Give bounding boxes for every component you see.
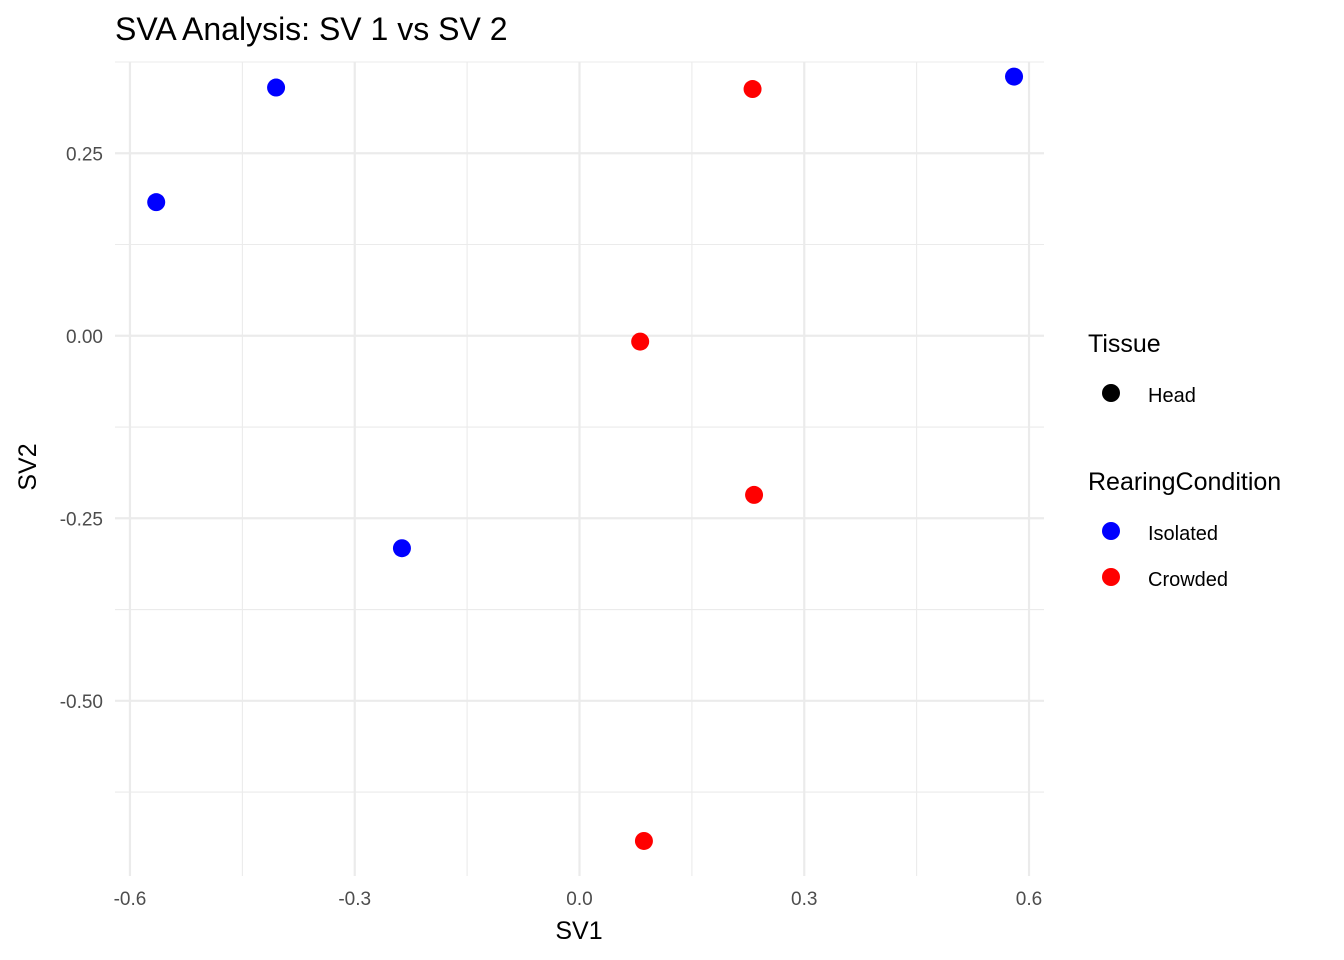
legend-label: Head (1148, 385, 1196, 407)
y-tick-label: 0.00 (66, 327, 103, 348)
x-tick-label: 0.3 (791, 889, 817, 910)
x-tick-label: -0.6 (114, 889, 147, 910)
data-point-crowded (634, 831, 653, 850)
legend-title: RearingCondition (1088, 468, 1281, 496)
x-tick-label: -0.3 (338, 889, 371, 910)
chart-title: SVA Analysis: SV 1 vs SV 2 (115, 11, 507, 47)
data-point-isolated (267, 78, 286, 97)
data-point-isolated (147, 193, 166, 212)
x-tick-label: 0.6 (1016, 889, 1042, 910)
tick-labels: -0.6 -0.3 0.0 0.3 0.6 -0.50 -0.25 0.00 0.25 (60, 144, 1043, 910)
legend-key-icon (1102, 568, 1120, 586)
legend-key-icon (1102, 384, 1120, 402)
data-point-isolated (392, 539, 411, 558)
legend-label: Isolated (1148, 523, 1218, 545)
x-tick-label: 0.0 (566, 889, 592, 910)
legend-key-icon (1102, 522, 1120, 540)
legend-label: Crowded (1148, 569, 1228, 591)
data-point-crowded (745, 485, 764, 504)
data-point-crowded (743, 80, 762, 99)
data-points (147, 67, 1024, 850)
legend: Tissue Head RearingCondition Isolated Crowde… (1088, 330, 1281, 591)
y-tick-label: -0.50 (60, 692, 103, 713)
y-tick-label: -0.25 (60, 509, 103, 530)
y-axis-title: SV2 (14, 443, 42, 490)
y-tick-label: 0.25 (66, 144, 103, 165)
x-axis-title: SV1 (555, 917, 602, 945)
legend-title: Tissue (1088, 330, 1161, 358)
data-point-crowded (631, 332, 650, 351)
data-point-isolated (1005, 67, 1024, 86)
grid-lines (115, 61, 1044, 876)
